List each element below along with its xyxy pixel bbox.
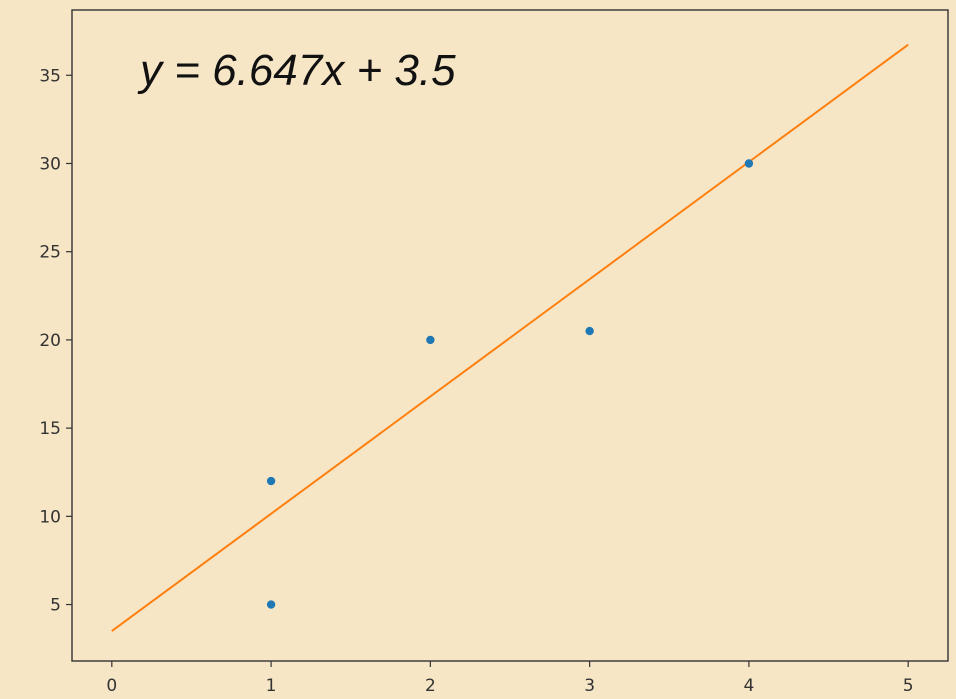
y-tick-label: 5 <box>50 596 61 616</box>
data-point <box>266 600 276 609</box>
y-axis-ticks: 5 10 15 20 25 30 35 <box>39 66 72 616</box>
data-point <box>426 335 435 345</box>
x-tick-label: 0 <box>106 676 117 696</box>
x-tick-label: 4 <box>743 676 754 696</box>
y-tick-label: 20 <box>39 331 61 351</box>
data-points <box>266 159 754 609</box>
y-tick-label: 10 <box>39 507 61 527</box>
x-axis-ticks: 0 1 2 3 4 5 <box>106 661 914 696</box>
x-tick-label: 5 <box>903 676 914 696</box>
y-tick-label: 15 <box>39 419 61 439</box>
y-tick-label: 35 <box>39 66 61 86</box>
regression-equation: y = 6.647x + 3.5 <box>137 46 456 95</box>
x-tick-label: 1 <box>266 676 277 696</box>
data-point <box>744 159 754 168</box>
regression-line <box>111 43 909 632</box>
y-tick-label: 30 <box>39 154 61 174</box>
data-point <box>585 326 594 336</box>
y-tick-label: 25 <box>39 243 61 263</box>
x-tick-label: 3 <box>584 676 595 696</box>
data-point <box>266 476 276 486</box>
x-tick-label: 2 <box>425 676 436 696</box>
